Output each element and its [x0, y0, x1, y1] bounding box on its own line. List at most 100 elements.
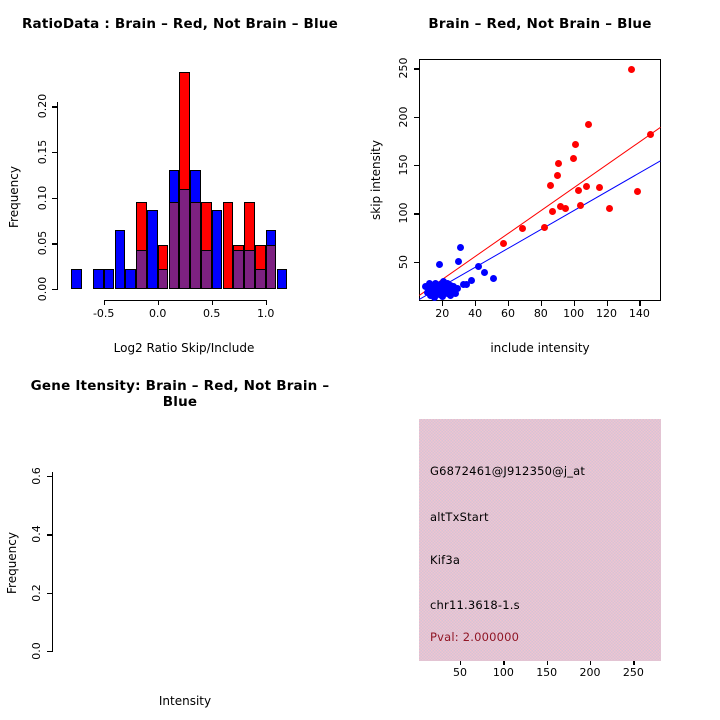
gene-name-text: Kif3a	[430, 553, 461, 567]
y-axis-tick	[51, 152, 57, 154]
y-axis-tick	[46, 651, 52, 653]
scatter-ylabel: skip intensity	[369, 140, 383, 220]
x-axis-tick	[507, 300, 510, 306]
x-tick-label: 80	[533, 307, 548, 320]
hist-bar	[146, 209, 158, 289]
data-point-red	[584, 120, 592, 128]
data-point-red	[548, 207, 556, 215]
y-axis-tick	[414, 165, 420, 167]
x-tick-label: 250	[622, 666, 644, 679]
data-point-red	[596, 183, 604, 191]
y-axis-tick	[414, 261, 420, 263]
x-axis-tick	[546, 659, 548, 665]
hist-bar-overlap	[244, 249, 255, 289]
data-point-red	[561, 205, 569, 213]
ratio-hist-xlabel: Log2 Ratio Skip/Include	[113, 341, 255, 355]
y-tick-label: 0.10	[36, 185, 49, 210]
x-tick-label: 200	[579, 666, 601, 679]
x-axis-line	[103, 299, 267, 301]
x-axis-tick	[265, 299, 267, 305]
data-point-blue	[430, 294, 438, 301]
data-point-red	[499, 239, 507, 247]
data-point-blue	[451, 290, 459, 298]
hist-bar-overlap	[265, 245, 277, 289]
y-axis-tick	[46, 592, 52, 594]
data-point-blue	[432, 279, 440, 287]
gene-hist-title: Gene Itensity: Brain – Red, Not Brain – …	[30, 378, 330, 410]
y-axis-tick	[414, 116, 420, 118]
y-axis-tick	[46, 476, 52, 478]
y-axis-tick	[51, 289, 57, 291]
x-axis-tick	[442, 300, 444, 306]
x-tick-label: 150	[536, 666, 558, 679]
x-axis-tick	[157, 299, 159, 305]
hist-bar-overlap	[190, 202, 201, 289]
x-tick-label: 0.0	[148, 307, 167, 320]
plot-box	[419, 59, 661, 301]
data-point-red	[571, 141, 579, 149]
hist-bar	[103, 268, 115, 289]
pval-text: Pval: 2.000000	[430, 630, 520, 644]
data-point-blue	[474, 263, 482, 271]
x-tick-label: 60	[500, 307, 515, 320]
x-axis-tick	[639, 300, 641, 306]
y-tick-label: 100	[397, 202, 410, 224]
x-axis-tick	[633, 659, 635, 665]
y-axis-tick	[51, 243, 57, 245]
y-tick-label: 150	[397, 154, 410, 176]
y-tick-label: 50	[397, 254, 410, 269]
x-tick-label: 0.5	[202, 307, 221, 320]
probe-id-text: G6872461@J912350@j_at	[430, 464, 586, 478]
hist-bar	[276, 268, 288, 289]
y-tick-label: 0.2	[30, 583, 43, 602]
x-axis-tick	[460, 659, 462, 665]
x-axis-tick	[103, 299, 105, 305]
ratio-hist-title: RatioData : Brain – Red, Not Brain – Blu…	[21, 16, 339, 32]
y-tick-label: 250	[397, 57, 410, 79]
hist-bar	[211, 209, 223, 289]
hist-bar-overlap	[179, 189, 191, 289]
scatter-title: Brain – Red, Not Brain – Blue	[428, 16, 652, 32]
data-point-blue	[438, 293, 446, 301]
x-tick-label: 40	[468, 307, 483, 320]
hist-bar	[92, 268, 104, 289]
data-point-blue	[435, 261, 443, 269]
data-point-blue	[468, 276, 476, 284]
hist-bar	[222, 202, 234, 289]
x-axis-tick	[606, 300, 608, 306]
x-tick-label: 50	[453, 666, 467, 679]
gene-hist-xlabel: Intensity	[158, 694, 212, 708]
y-tick-label: 0.4	[30, 525, 43, 544]
data-point-blue	[463, 281, 471, 289]
data-point-red	[555, 159, 563, 167]
y-tick-label: 0.15	[36, 139, 49, 165]
y-tick-label: 0.00	[36, 276, 49, 302]
x-tick-label: 140	[628, 307, 650, 320]
y-tick-label: 0.0	[30, 642, 43, 660]
data-point-red	[627, 65, 635, 73]
y-axis-tick	[414, 213, 420, 215]
x-axis-tick	[475, 300, 477, 306]
x-axis-tick	[573, 300, 575, 306]
x-axis-tick	[503, 659, 505, 665]
gene-hist-ylabel: Frequency	[5, 532, 19, 594]
gene-info-panel	[419, 419, 661, 661]
hist-bar-overlap	[136, 249, 147, 289]
y-axis-tick	[46, 534, 52, 536]
data-point-blue	[456, 243, 464, 251]
event-type-text: altTxStart	[430, 510, 489, 524]
data-point-red	[557, 203, 565, 211]
data-point-blue	[455, 258, 463, 266]
hist-bar	[125, 268, 137, 289]
data-point-red	[575, 186, 583, 194]
y-tick-label: 0.05	[36, 231, 49, 256]
y-tick-label: 0.6	[30, 467, 43, 485]
data-point-red	[576, 202, 584, 210]
y-axis-tick	[414, 68, 420, 70]
y-tick-label: 200	[397, 106, 410, 128]
data-point-blue	[447, 292, 454, 300]
scatter-xlabel: include intensity	[490, 341, 590, 355]
data-point-red	[583, 182, 591, 190]
hist-bar	[114, 229, 126, 289]
data-point-red	[540, 224, 548, 232]
